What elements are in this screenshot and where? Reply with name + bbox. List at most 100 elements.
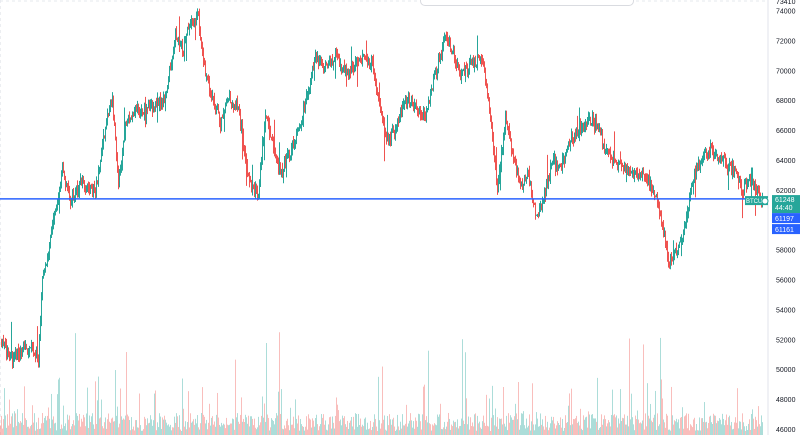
volume-bar bbox=[373, 422, 374, 435]
volume-bar bbox=[299, 430, 300, 435]
candle-body bbox=[672, 259, 673, 261]
candle-body bbox=[19, 351, 20, 357]
candle-body bbox=[738, 173, 739, 183]
volume-bar bbox=[572, 424, 573, 435]
volume-bar bbox=[355, 413, 356, 435]
volume-bar bbox=[157, 422, 158, 435]
candle-body bbox=[376, 79, 377, 92]
candle-body bbox=[260, 168, 261, 181]
candle-body bbox=[154, 106, 155, 110]
candle-body bbox=[535, 204, 536, 216]
volume-bar bbox=[166, 422, 167, 435]
candle-body bbox=[77, 186, 78, 195]
volume-bar bbox=[74, 425, 75, 435]
volume-bar bbox=[475, 413, 476, 435]
volume-bar bbox=[550, 423, 551, 435]
volume-bar bbox=[446, 426, 447, 435]
candle-body bbox=[465, 65, 466, 76]
candle-body bbox=[107, 113, 108, 124]
volume-bar bbox=[38, 417, 39, 435]
candle-body bbox=[724, 157, 725, 159]
volume-bar bbox=[613, 415, 614, 435]
volume-bar bbox=[724, 425, 725, 435]
volume-bar bbox=[351, 416, 352, 435]
volume-bar bbox=[353, 416, 354, 435]
volume-bar bbox=[271, 418, 272, 435]
top-toolbar-pill[interactable] bbox=[420, 0, 634, 6]
volume-bar bbox=[479, 421, 480, 435]
candle-body bbox=[476, 66, 477, 68]
volume-bar bbox=[440, 403, 441, 435]
volume-bar bbox=[207, 429, 208, 435]
candle-body bbox=[550, 165, 551, 179]
volume-bar bbox=[44, 417, 45, 435]
volume-bar bbox=[132, 429, 133, 435]
candle-body bbox=[591, 124, 592, 126]
candle-body bbox=[179, 38, 180, 47]
volume-bar bbox=[679, 428, 680, 435]
candle-body bbox=[530, 181, 531, 184]
volume-bar bbox=[524, 425, 525, 435]
candle-body bbox=[392, 130, 393, 133]
volume-bar bbox=[449, 418, 450, 435]
volume-bar bbox=[488, 426, 489, 435]
candle-body bbox=[143, 112, 144, 115]
candle-body bbox=[303, 106, 304, 122]
candle-body bbox=[697, 165, 698, 171]
volume-bar bbox=[268, 417, 269, 435]
candle-body bbox=[286, 157, 287, 163]
candle-body bbox=[279, 165, 280, 172]
volume-bar bbox=[288, 425, 289, 435]
candle-body bbox=[407, 99, 408, 104]
volume-bar bbox=[127, 414, 128, 435]
candle-body bbox=[214, 99, 215, 107]
volume-bar bbox=[103, 428, 104, 435]
candle-body bbox=[632, 169, 633, 172]
volume-bar bbox=[297, 423, 298, 435]
candle-body bbox=[42, 276, 43, 297]
volume-bar bbox=[152, 425, 153, 435]
candle-body bbox=[519, 179, 520, 181]
volume-bar bbox=[418, 413, 419, 435]
volume-bar bbox=[264, 403, 265, 435]
volume-bar bbox=[511, 417, 512, 435]
volume-bar bbox=[370, 420, 371, 435]
candle-body bbox=[406, 101, 407, 104]
candle-body bbox=[711, 146, 712, 148]
volume-bar bbox=[7, 414, 8, 435]
volume-bar bbox=[324, 424, 325, 435]
volume-bar bbox=[21, 422, 22, 435]
volume-bar bbox=[680, 417, 681, 435]
candle-body bbox=[499, 170, 500, 179]
volume-bar bbox=[114, 421, 115, 435]
volume-bar bbox=[396, 429, 397, 435]
volume-bar bbox=[743, 422, 744, 435]
candle-body bbox=[21, 351, 22, 355]
volume-bar bbox=[320, 424, 321, 435]
candle-body bbox=[312, 66, 313, 75]
volume-bar bbox=[251, 416, 252, 435]
candle-body bbox=[350, 71, 351, 74]
candle-body bbox=[740, 178, 741, 182]
candle-body bbox=[61, 176, 62, 182]
volume-bar bbox=[455, 421, 456, 435]
volume-bar bbox=[292, 424, 293, 435]
candle-body bbox=[117, 156, 118, 173]
volume-bar bbox=[522, 413, 523, 435]
volume-bar bbox=[217, 392, 218, 435]
candle-body bbox=[60, 181, 61, 191]
candle-body bbox=[58, 194, 59, 200]
volume-bar bbox=[0, 425, 1, 435]
candle-body bbox=[337, 54, 338, 58]
price-tag bbox=[772, 224, 800, 235]
candle-body bbox=[601, 133, 602, 135]
volume-bar bbox=[121, 416, 122, 435]
candle-body bbox=[156, 101, 157, 108]
volume-bar bbox=[660, 337, 661, 435]
volume-bar bbox=[566, 422, 567, 435]
candle-body bbox=[572, 134, 573, 141]
candle-body bbox=[739, 178, 740, 183]
candle-body bbox=[1, 343, 2, 348]
volume-bar bbox=[133, 426, 134, 435]
